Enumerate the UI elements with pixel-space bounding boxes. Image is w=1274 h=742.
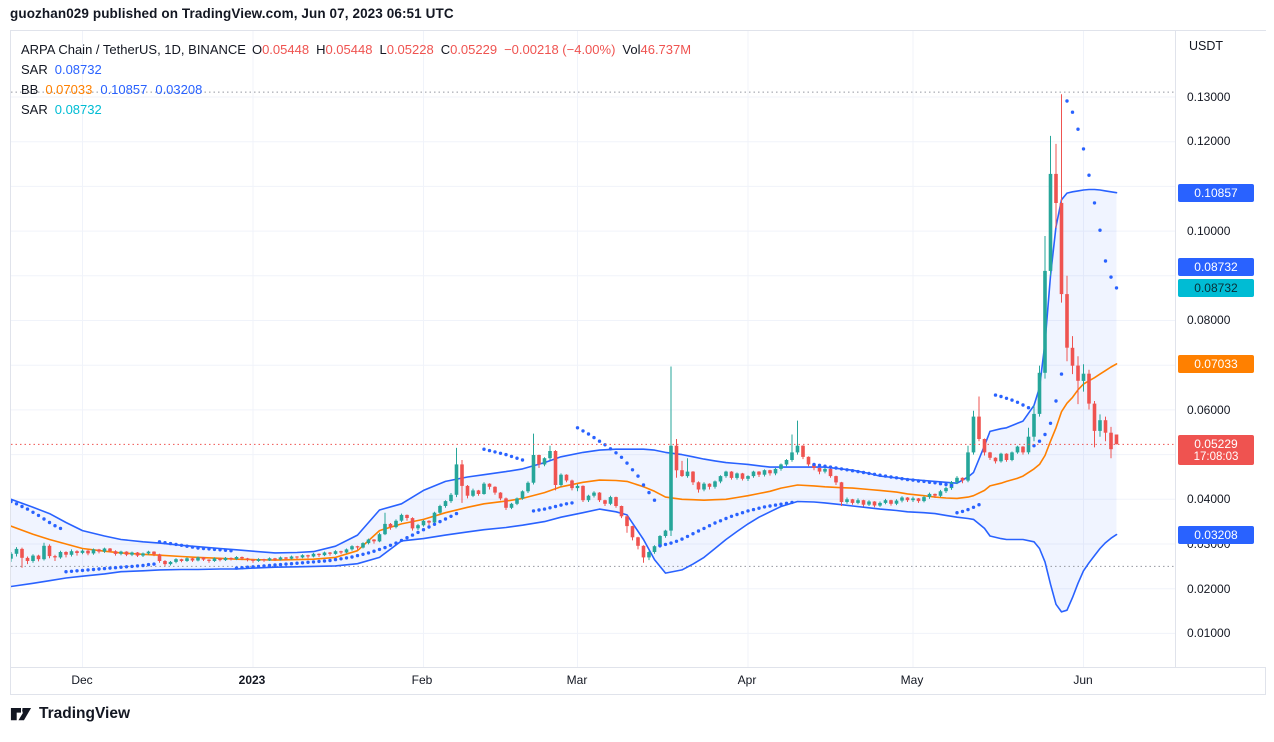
price-badge: 0.03208 [1178, 525, 1254, 544]
indicator-name: BB [21, 82, 39, 97]
legend-ohlc-item: L0.05228 [379, 42, 434, 57]
legend-ohlc-item: H0.05448 [316, 42, 373, 57]
legend-indicator-row: BB 0.07033 0.10857 0.03208 [21, 80, 698, 100]
time-axis-label: May [900, 673, 924, 687]
legend-ohlc-item: −0.00218 (−4.00%) [504, 42, 616, 57]
legend-ohlc-item: Vol46.737M [622, 42, 692, 57]
tradingview-logo-icon [10, 708, 32, 721]
published-header: guozhan029 published on TradingView.com,… [10, 6, 454, 21]
time-axis-label: Jun [1073, 673, 1093, 687]
price-axis-label: 0.10000 [1187, 224, 1231, 238]
price-axis-label: 0.13000 [1187, 90, 1231, 104]
price-axis-label: 0.08000 [1187, 313, 1231, 327]
time-axis-label: 2023 [238, 673, 266, 687]
price-axis[interactable]: USDT 0.13000 0.12000 0.10000 0.08000 0.06000… [1175, 31, 1266, 667]
price-axis-label: 0.04000 [1187, 492, 1231, 506]
price-axis-label: 0.02000 [1187, 582, 1231, 596]
price-badge: 0.10857 [1178, 183, 1254, 202]
indicator-value: 0.08732 [54, 102, 102, 117]
price-badge: 0.08732 [1178, 278, 1254, 297]
ohlc-values: O0.05448 H0.05448 L0.05228 C0.05229 −0.00218… [252, 42, 698, 57]
price-axis-label: 0.12000 [1187, 134, 1231, 148]
price-badge: 0.05229 17:08:03 [1178, 435, 1254, 465]
legend-indicator-row: SAR 0.08732 [21, 100, 698, 120]
indicator-value: 0.07033 [45, 82, 93, 97]
chart-legend: ARPA Chain / TetherUS, 1D, BINANCE O0.054… [21, 40, 698, 120]
time-axis-label: Mar [566, 673, 588, 687]
bar-countdown: 17:08:03 [1193, 451, 1239, 463]
price-badge: 0.07033 [1178, 354, 1254, 373]
time-axis[interactable]: Dec 2023 Feb Mar Apr May Jun [11, 667, 1265, 694]
indicator-value: 0.10857 [100, 82, 148, 97]
time-axis-label: Feb [411, 673, 433, 687]
price-axis-label: 0.01000 [1187, 626, 1231, 640]
price-chart[interactable] [11, 31, 1175, 667]
brand-footer[interactable]: TradingView [10, 704, 130, 724]
indicator-value: 0.03208 [155, 82, 203, 97]
indicator-value: 0.08732 [54, 62, 102, 77]
brand-name: TradingView [39, 705, 131, 722]
price-axis-label: 0.06000 [1187, 403, 1231, 417]
indicator-name: SAR [21, 62, 48, 77]
symbol-title: ARPA Chain / TetherUS, 1D, BINANCE [21, 42, 246, 57]
indicator-name: SAR [21, 102, 48, 117]
price-badge: 0.08732 [1178, 257, 1254, 276]
legend-symbol-row: ARPA Chain / TetherUS, 1D, BINANCE O0.054… [21, 40, 698, 60]
legend-ohlc-item: C0.05229 [440, 42, 498, 57]
chart-frame: ARPA Chain / TetherUS, 1D, BINANCE O0.054… [10, 30, 1266, 695]
legend-ohlc-item: O0.05448 [251, 42, 310, 57]
time-axis-label: Dec [71, 673, 93, 687]
time-axis-label: Apr [737, 673, 757, 687]
chart-panel[interactable]: ARPA Chain / TetherUS, 1D, BINANCE O0.054… [11, 31, 1175, 667]
indicator-rows: SAR 0.08732 BB 0.07033 0.10857 0.03208 SAR 0.08… [21, 60, 698, 120]
legend-indicator-row: SAR 0.08732 [21, 60, 698, 80]
currency-label: USDT [1189, 39, 1224, 53]
